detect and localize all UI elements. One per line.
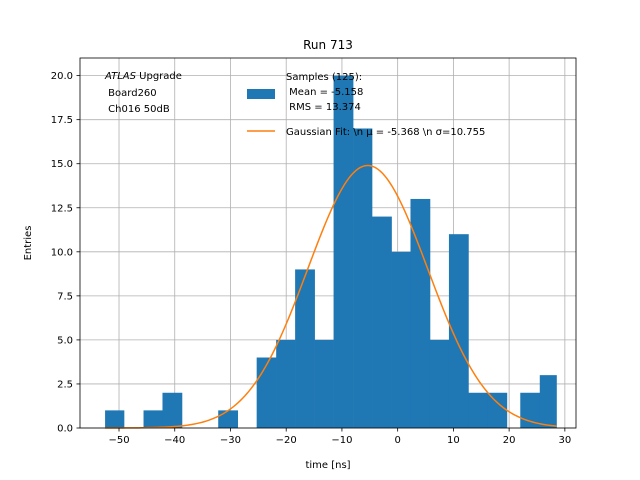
legend-fit-label: Gaussian Fit: \n μ = -5.368 \n σ=10.755 xyxy=(286,127,485,138)
y-tick-label: 12.5 xyxy=(51,203,73,214)
legend-histogram-label: Samples (125): Mean = -5.158 RMS = 13.37… xyxy=(286,72,363,113)
x-tick-label: 10 xyxy=(447,435,460,446)
legend-histogram-line: Samples (125): xyxy=(286,72,362,83)
fit-curve-layer xyxy=(105,164,557,429)
histogram-bar-0 xyxy=(105,410,125,428)
x-tick-label: 0 xyxy=(394,435,400,446)
y-tick-label: 5.0 xyxy=(57,335,73,346)
histogram-bar-5 xyxy=(276,339,296,428)
x-axis-label: time [ns] xyxy=(305,460,350,471)
upgrade-label: Upgrade xyxy=(136,71,182,82)
histogram-bar-9 xyxy=(353,128,373,429)
y-tick-label: 7.5 xyxy=(57,291,73,302)
plot-frame xyxy=(79,57,577,429)
legend: Samples (125): Mean = -5.158 RMS = 13.37… xyxy=(247,72,485,138)
gaussian-fit-curve xyxy=(105,164,557,429)
svg-text:ATLAS Upgrade: ATLAS Upgrade xyxy=(104,71,182,82)
board-label: Board260 xyxy=(105,88,157,99)
legend-histogram-line: Mean = -5.158 xyxy=(286,87,363,98)
x-tick-label: −20 xyxy=(276,435,297,446)
histogram-bar-1 xyxy=(143,410,163,428)
y-tick-label: 20.0 xyxy=(51,71,73,82)
x-tick-label: −10 xyxy=(331,435,352,446)
y-tick-label: 10.0 xyxy=(51,247,73,258)
x-axis-ticks: −50 −40 −30 −20 −10 0 10 20 30 xyxy=(108,428,571,446)
x-tick-label: 30 xyxy=(558,435,571,446)
histogram-bar-15 xyxy=(468,392,488,428)
atlas-label: ATLAS xyxy=(104,71,137,82)
y-axis-label: Entries xyxy=(23,226,34,261)
histogram-bars xyxy=(105,75,557,429)
histogram-bar-13 xyxy=(429,339,450,428)
histogram-bar-8 xyxy=(333,75,354,429)
histogram-bar-3 xyxy=(218,410,239,428)
legend-histogram-line: RMS = 13.374 xyxy=(286,102,361,113)
histogram-bar-12 xyxy=(410,198,431,428)
histogram-bar-16 xyxy=(487,392,508,428)
y-axis-ticks: 0.0 2.5 5.0 7.5 10.0 12.5 15.0 17.5 20.0 xyxy=(51,71,80,435)
histogram-bar-6 xyxy=(295,269,315,428)
histogram-bar-14 xyxy=(448,234,469,428)
histogram-bar-18 xyxy=(539,375,557,428)
x-tick-label: −30 xyxy=(220,435,241,446)
histogram-bar-4 xyxy=(256,357,277,428)
x-tick-label: −40 xyxy=(164,435,185,446)
histogram-bar-10 xyxy=(372,216,392,428)
y-tick-label: 0.0 xyxy=(57,424,73,435)
histogram-bar-2 xyxy=(162,392,183,428)
y-tick-label: 17.5 xyxy=(51,115,73,126)
x-tick-label: −50 xyxy=(108,435,129,446)
legend-histogram-swatch xyxy=(247,89,275,99)
channel-label: Ch016 50dB xyxy=(105,104,170,115)
atlas-annotation: ATLAS Upgrade Board260 Ch016 50dB xyxy=(104,71,182,115)
x-tick-label: 20 xyxy=(503,435,516,446)
y-tick-label: 2.5 xyxy=(57,379,73,390)
y-tick-label: 15.0 xyxy=(51,159,73,170)
chart-title: Run 713 xyxy=(303,38,353,52)
histogram-bar-7 xyxy=(314,339,334,428)
histogram-bar-11 xyxy=(391,251,411,428)
